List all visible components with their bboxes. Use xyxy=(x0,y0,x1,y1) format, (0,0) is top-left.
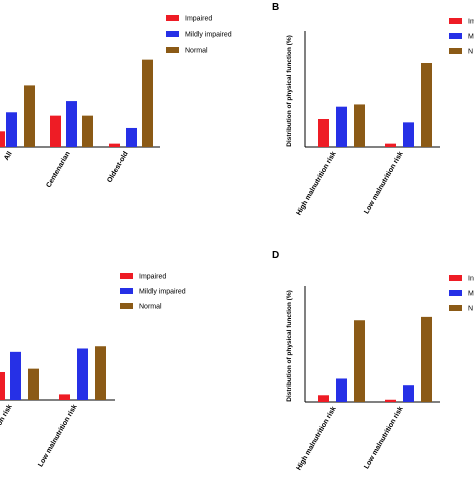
panel-b: High malnutrition risk Low malnutrition r… xyxy=(272,2,474,217)
legend-label: Impaired xyxy=(139,274,166,281)
legend-swatch xyxy=(449,275,462,281)
legend-swatch xyxy=(166,15,179,21)
bar-high-malnutrition-risk-n xyxy=(354,320,365,402)
bar-low-malnutrition-risk-im xyxy=(385,143,396,147)
legend-label: M xyxy=(468,291,474,298)
bar-high-malnutrition-risk-normal xyxy=(28,368,39,400)
bar-high-malnutrition-risk-in xyxy=(318,395,329,402)
x-tick-label: High malnutrition risk xyxy=(295,150,337,216)
legend-swatch xyxy=(449,290,462,296)
panel-d: High malnutrition risk Low malnutrition r… xyxy=(272,250,474,472)
bar-all-normal xyxy=(24,85,35,147)
legend-label: Mildly impaired xyxy=(139,289,186,296)
bar-high-malnutrition-risk-im xyxy=(318,119,329,147)
bar-high-malnutrition-risk-mildly-impaired xyxy=(10,351,21,400)
panel-c: High malnutrition risk Low malnutrition r… xyxy=(0,273,186,470)
bar-low-malnutrition-risk-in xyxy=(385,399,396,402)
legend-swatch xyxy=(166,31,179,37)
legend-label: N xyxy=(468,49,473,56)
legend-swatch xyxy=(449,18,462,24)
legend-swatch xyxy=(120,288,133,294)
legend-label: M xyxy=(468,34,474,41)
panel-a: All Centenarian Oldest-old Impaired Mildly i… xyxy=(0,15,232,189)
bar-high-malnutrition-risk-n xyxy=(354,104,365,147)
legend-swatch xyxy=(449,33,462,39)
bar-centenarian-impaired xyxy=(50,115,61,147)
legend-label: Normal xyxy=(185,48,208,55)
x-tick-label: Low malnutrition risk xyxy=(363,150,405,215)
bar-centenarian-normal xyxy=(82,115,93,147)
legend-swatch xyxy=(166,47,179,53)
legend-label: N xyxy=(468,306,473,313)
bar-oldest-old-normal xyxy=(142,59,153,147)
x-tick-label: Low malnutrition risk xyxy=(363,405,405,470)
bar-low-malnutrition-risk-mildly-impaired xyxy=(77,348,88,400)
bar-oldest-old-impaired xyxy=(109,143,120,147)
x-tick-label: Low malnutrition risk xyxy=(37,403,79,468)
y-axis-label: Distribution of physical function (%) xyxy=(286,35,293,147)
legend-label: Impaired xyxy=(185,16,212,23)
bar-oldest-old-mildly-impaired xyxy=(126,127,137,147)
legend-label: In xyxy=(468,276,474,283)
legend-label: Im xyxy=(468,19,474,26)
x-tick-label: High malnutrition risk xyxy=(295,405,337,471)
bar-low-malnutrition-risk-n xyxy=(421,63,432,147)
x-tick-label: Centenarian xyxy=(45,151,71,190)
x-tick-label: High malnutrition risk xyxy=(0,403,14,469)
bar-all-impaired xyxy=(0,131,5,147)
legend-swatch xyxy=(449,48,462,54)
panel-label: B xyxy=(272,2,279,13)
bar-low-malnutrition-risk-impaired xyxy=(59,394,70,400)
x-tick-label: Oldest-old xyxy=(106,151,129,184)
y-axis-label: Distribution of physical function (%) xyxy=(286,290,293,402)
legend-swatch xyxy=(449,305,462,311)
legend-label: Normal xyxy=(139,304,162,311)
bar-centenarian-mildly-impaired xyxy=(66,101,77,147)
bar-low-malnutrition-risk-m xyxy=(403,122,414,147)
x-tick-label: All xyxy=(3,150,14,161)
bar-low-malnutrition-risk-n xyxy=(421,316,432,402)
bar-low-malnutrition-risk-normal xyxy=(95,346,106,400)
legend-swatch xyxy=(120,303,133,309)
bar-high-malnutrition-risk-m xyxy=(336,106,347,147)
bar-high-malnutrition-risk-impaired xyxy=(0,372,5,400)
legend-swatch xyxy=(120,273,133,279)
bar-all-mildly-impaired xyxy=(6,112,17,147)
bar-high-malnutrition-risk-m xyxy=(336,378,347,402)
panel-label: D xyxy=(272,250,279,261)
legend-label: Mildly impaired xyxy=(185,32,232,39)
bar-low-malnutrition-risk-m xyxy=(403,385,414,402)
